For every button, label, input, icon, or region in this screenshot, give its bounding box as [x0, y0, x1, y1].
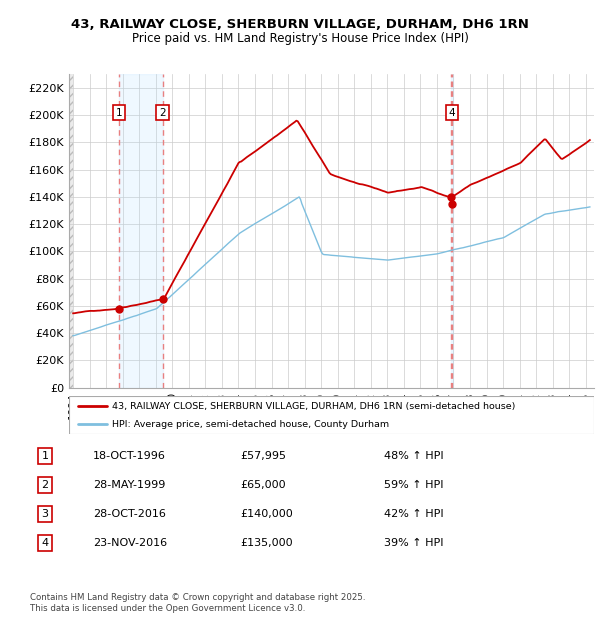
Text: 43, RAILWAY CLOSE, SHERBURN VILLAGE, DURHAM, DH6 1RN (semi-detached house): 43, RAILWAY CLOSE, SHERBURN VILLAGE, DUR…: [112, 402, 515, 411]
Text: 28-OCT-2016: 28-OCT-2016: [93, 509, 166, 519]
Text: 1: 1: [116, 107, 122, 118]
Text: 42% ↑ HPI: 42% ↑ HPI: [384, 509, 443, 519]
Text: 18-OCT-1996: 18-OCT-1996: [93, 451, 166, 461]
Text: HPI: Average price, semi-detached house, County Durham: HPI: Average price, semi-detached house,…: [112, 420, 389, 429]
Text: £65,000: £65,000: [240, 480, 286, 490]
Bar: [451, 74, 452, 388]
Text: 2: 2: [159, 107, 166, 118]
Text: 1: 1: [41, 451, 49, 461]
Text: £140,000: £140,000: [240, 509, 293, 519]
Text: 39% ↑ HPI: 39% ↑ HPI: [384, 538, 443, 548]
Text: £135,000: £135,000: [240, 538, 293, 548]
Text: 43, RAILWAY CLOSE, SHERBURN VILLAGE, DURHAM, DH6 1RN: 43, RAILWAY CLOSE, SHERBURN VILLAGE, DUR…: [71, 19, 529, 31]
Bar: [69, 74, 73, 388]
Text: 2: 2: [41, 480, 49, 490]
Text: 48% ↑ HPI: 48% ↑ HPI: [384, 451, 443, 461]
Bar: [119, 74, 163, 388]
Text: Price paid vs. HM Land Registry's House Price Index (HPI): Price paid vs. HM Land Registry's House …: [131, 32, 469, 45]
Text: £57,995: £57,995: [240, 451, 286, 461]
Text: 59% ↑ HPI: 59% ↑ HPI: [384, 480, 443, 490]
Text: 3: 3: [41, 509, 49, 519]
Text: 23-NOV-2016: 23-NOV-2016: [93, 538, 167, 548]
Text: 4: 4: [448, 107, 455, 118]
Text: 4: 4: [41, 538, 49, 548]
Text: 28-MAY-1999: 28-MAY-1999: [93, 480, 166, 490]
Text: Contains HM Land Registry data © Crown copyright and database right 2025.
This d: Contains HM Land Registry data © Crown c…: [30, 593, 365, 613]
